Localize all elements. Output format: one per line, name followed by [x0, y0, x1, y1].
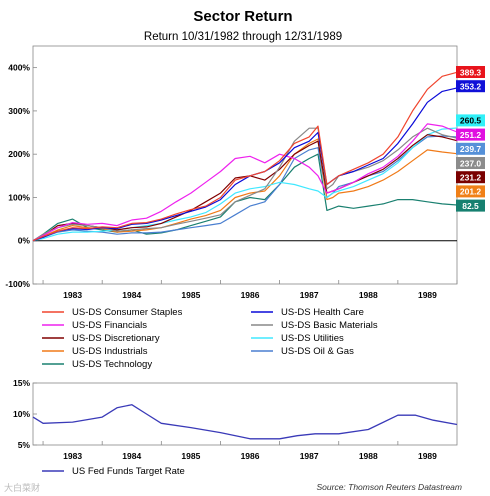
rate-y-tick-label: 5% — [18, 440, 31, 450]
legend-label: US-DS Technology — [72, 359, 152, 370]
main-x-tick-label: 1987 — [300, 290, 319, 300]
rate-x-tick-label: 1989 — [418, 451, 437, 461]
series-line-us-ds-consumer-staples — [32, 71, 458, 242]
chart-subtitle: Return 10/31/1982 through 12/31/1989 — [144, 31, 342, 43]
legend-label: US-DS Financials — [72, 320, 147, 331]
rate-legend-label: US Fed Funds Target Rate — [72, 466, 185, 477]
series-line-us-ds-financials — [32, 123, 458, 242]
rate-y-tick-label: 15% — [13, 378, 30, 388]
end-label-box — [456, 66, 485, 78]
end-label-box — [456, 185, 485, 198]
main-x-tick-label: 1983 — [63, 290, 82, 300]
legend-label: US-DS Basic Materials — [281, 320, 378, 331]
rate-y-axis: 15% 10% 5% — [13, 378, 37, 450]
end-label-box — [456, 157, 485, 169]
main-x-axis: 1983 1984 1985 1986 1987 1988 1989 — [42, 280, 458, 300]
end-value-labels: 389.3 353.2 260.5 251.2 239.7 237.0 231.2 201.2… — [456, 66, 485, 212]
main-y-tick-label: 100% — [8, 192, 30, 202]
rate-line — [32, 404, 458, 440]
legend-label: US-DS Oil & Gas — [281, 346, 354, 357]
series-line-us-ds-technology — [32, 153, 458, 242]
rate-x-tick-label: 1988 — [359, 451, 378, 461]
end-label-value: 353.2 — [460, 82, 482, 92]
rate-y-tick-label: 10% — [13, 409, 30, 419]
legend-label: US-DS Utilities — [281, 333, 344, 344]
rate-x-axis: 1983 1984 1985 1986 1987 1988 1989 — [42, 441, 437, 461]
main-x-tick-label: 1988 — [359, 290, 378, 300]
rate-x-tick-label: 1986 — [241, 451, 260, 461]
end-label-value: 231.2 — [460, 173, 482, 183]
watermark: 大白菜财 — [4, 482, 40, 493]
rate-x-tick-label: 1985 — [181, 451, 200, 461]
legend-label: US-DS Health Care — [281, 307, 364, 318]
main-y-tick-label: -100% — [5, 279, 30, 289]
end-label-value: 251.2 — [460, 130, 482, 140]
end-label-value: 201.2 — [460, 187, 482, 197]
main-x-tick-label: 1986 — [241, 290, 260, 300]
rate-plot-area — [32, 382, 458, 446]
end-label-value: 389.3 — [460, 67, 482, 77]
main-x-tick-label: 1984 — [122, 290, 141, 300]
end-label-box — [456, 171, 485, 184]
main-x-tick-label: 1989 — [418, 290, 437, 300]
legend-label: US-DS Discretionary — [72, 333, 160, 344]
main-plot-area — [32, 45, 458, 285]
main-x-tick-label: 1985 — [181, 290, 200, 300]
series-line-us-ds-oil-gas — [32, 135, 458, 242]
main-y-axis: 400% 300% 200% 100% 0% -100% — [5, 63, 457, 289]
end-label-value: 260.5 — [460, 116, 482, 126]
main-y-tick-label: 300% — [8, 106, 30, 116]
main-y-tick-label: 200% — [8, 149, 30, 159]
source-note: Source: Thomson Reuters Datastream — [316, 482, 462, 492]
end-label-value: 237.0 — [460, 158, 482, 168]
rate-series-line — [32, 404, 458, 440]
end-label-box — [456, 80, 485, 93]
main-y-tick-label: 400% — [8, 63, 30, 73]
main-y-tick-label: 0% — [18, 236, 31, 246]
legend-label: US-DS Industrials — [72, 346, 148, 357]
end-label-value: 82.5 — [462, 201, 479, 211]
rate-x-tick-label: 1987 — [300, 451, 319, 461]
rate-x-tick-label: 1983 — [63, 451, 82, 461]
end-label-box — [456, 199, 485, 212]
rate-legend: US Fed Funds Target Rate — [42, 466, 185, 477]
end-label-box — [456, 142, 485, 155]
end-label-box — [456, 114, 485, 127]
main-series-lines — [32, 71, 458, 242]
end-label-box — [456, 128, 485, 141]
series-line-us-ds-utilities — [32, 127, 458, 242]
end-label-value: 239.7 — [460, 144, 482, 154]
chart-title: Sector Return — [193, 8, 292, 25]
legend-label: US-DS Consumer Staples — [72, 307, 183, 318]
main-legend: US-DS Consumer Staples US-DS Financials US… — [42, 307, 378, 370]
rate-x-tick-label: 1984 — [122, 451, 141, 461]
